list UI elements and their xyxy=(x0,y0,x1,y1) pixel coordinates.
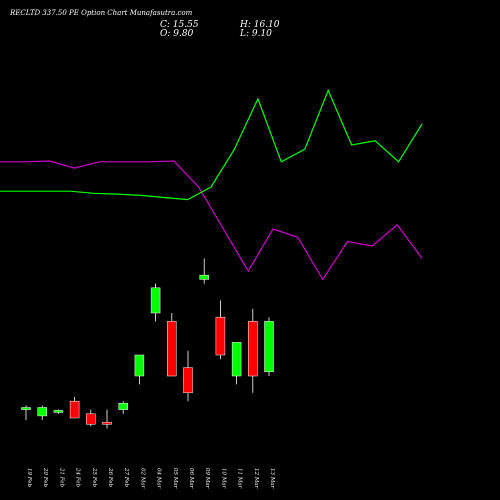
x-tick-label-0: 19 Feb xyxy=(26,468,32,488)
x-tick-label-12: 10 Mar xyxy=(220,468,226,489)
x-tick-label-3: 24 Feb xyxy=(75,467,81,488)
x-tick-label-6: 27 Feb xyxy=(123,467,129,488)
x-tick-label-15: 13 Mar xyxy=(269,468,275,489)
candle-body-0 xyxy=(21,407,31,410)
candle-body-11 xyxy=(199,274,209,280)
candle-body-9 xyxy=(167,321,177,377)
x-tick-label-2: 21 Feb xyxy=(58,467,64,488)
candle-body-3 xyxy=(69,400,80,419)
candle-body-14 xyxy=(248,321,258,377)
candle-body-7 xyxy=(134,354,145,377)
x-tick-label-9: 05 Mar xyxy=(172,468,178,489)
high-value: H: 16.10 xyxy=(240,20,280,30)
candle-body-8 xyxy=(150,287,161,314)
x-tick-label-1: 20 Feb xyxy=(42,467,48,488)
x-tick-label-11: 09 Mar xyxy=(204,468,210,489)
x-tick-label-13: 11 Mar xyxy=(237,468,243,489)
candle-body-12 xyxy=(215,316,226,356)
chart-title: RECLTD 337.50 PE Option Chart Munafasutr… xyxy=(10,9,193,17)
x-tick-label-14: 12 Mar xyxy=(253,468,259,489)
candle-body-5 xyxy=(102,421,112,425)
x-tick-label-8: 04 Mar xyxy=(156,468,162,489)
candle-body-13 xyxy=(231,342,242,377)
candle-body-6 xyxy=(118,403,128,410)
candle-body-4 xyxy=(86,413,96,425)
low-value: L: 9.10 xyxy=(240,29,272,39)
candle-body-15 xyxy=(264,321,274,373)
x-tick-label-5: 26 Feb xyxy=(107,467,113,488)
magenta-series-line xyxy=(0,160,423,281)
x-tick-label-10: 06 Mar xyxy=(188,468,194,489)
close-value: C: 15.55 xyxy=(160,20,199,30)
candle-body-2 xyxy=(53,410,64,413)
x-tick-label-7: 02 Mar xyxy=(139,468,145,489)
x-tick-label-4: 25 Feb xyxy=(91,467,97,488)
open-value: O: 9.80 xyxy=(160,29,194,39)
candle-body-10 xyxy=(183,367,193,394)
green-series-line xyxy=(0,88,423,201)
candle-body-1 xyxy=(37,407,47,417)
